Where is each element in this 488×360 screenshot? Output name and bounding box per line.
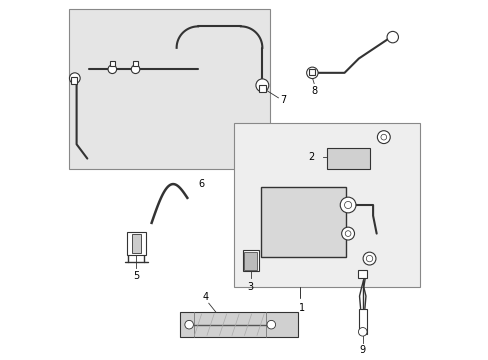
Bar <box>260 187 346 257</box>
Circle shape <box>345 231 350 237</box>
Bar <box>242 249 258 271</box>
Text: 9: 9 <box>359 345 365 355</box>
Bar <box>110 61 115 66</box>
Circle shape <box>184 320 193 329</box>
Bar <box>133 61 138 66</box>
Text: 7: 7 <box>280 95 286 105</box>
Bar <box>357 270 366 278</box>
Circle shape <box>363 252 375 265</box>
Circle shape <box>341 227 354 240</box>
Text: 1: 1 <box>298 303 304 313</box>
Circle shape <box>69 73 80 84</box>
Circle shape <box>131 65 140 73</box>
Bar <box>233 123 419 287</box>
Bar <box>358 309 366 334</box>
Bar <box>326 148 369 169</box>
Bar <box>132 234 141 253</box>
Text: 5: 5 <box>133 271 139 281</box>
Circle shape <box>340 197 355 213</box>
Circle shape <box>344 202 351 208</box>
Circle shape <box>377 131 389 144</box>
Circle shape <box>306 67 317 78</box>
Circle shape <box>266 320 275 329</box>
Text: 8: 8 <box>310 86 317 96</box>
Circle shape <box>255 79 268 92</box>
Bar <box>259 85 265 93</box>
Circle shape <box>380 134 386 140</box>
Circle shape <box>366 255 372 262</box>
Circle shape <box>386 31 398 43</box>
Text: 6: 6 <box>198 179 204 189</box>
Bar <box>126 232 146 255</box>
Text: 2: 2 <box>307 152 313 162</box>
Circle shape <box>108 65 116 73</box>
Text: 4: 4 <box>202 292 208 302</box>
Bar <box>244 252 257 270</box>
Circle shape <box>358 328 366 336</box>
Bar <box>308 69 314 75</box>
Polygon shape <box>180 312 298 337</box>
Bar <box>71 77 77 84</box>
Text: 3: 3 <box>247 282 253 292</box>
Bar <box>69 9 269 169</box>
